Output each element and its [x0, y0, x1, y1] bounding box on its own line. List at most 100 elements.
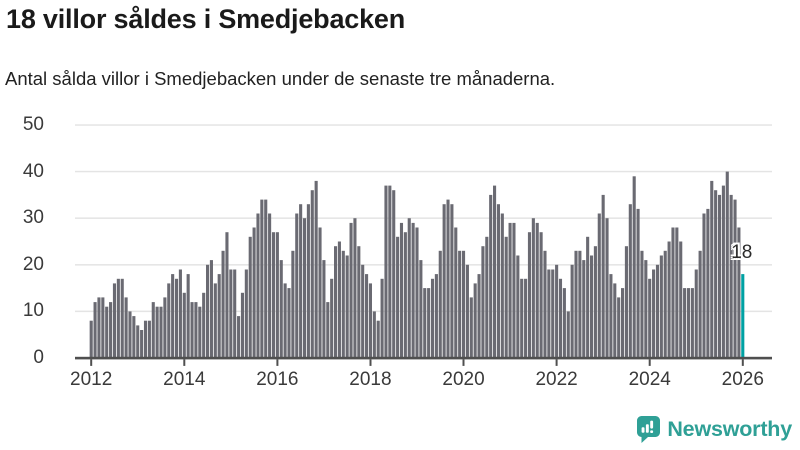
bar — [310, 190, 314, 358]
bar — [458, 250, 462, 358]
bar — [454, 227, 458, 358]
bar — [551, 269, 555, 358]
bar — [240, 292, 245, 358]
bar — [318, 227, 322, 358]
bar — [636, 208, 640, 358]
bar — [698, 250, 702, 358]
bar — [314, 180, 318, 358]
bar — [291, 250, 295, 358]
bar — [345, 255, 349, 358]
bar — [535, 222, 539, 358]
bar — [407, 218, 411, 358]
x-axis-label: 2026 — [721, 369, 764, 390]
bar — [493, 185, 497, 358]
gridline — [75, 124, 772, 126]
bar — [206, 264, 210, 358]
bar — [275, 232, 279, 358]
x-axis-label: 2022 — [535, 369, 578, 390]
bar — [473, 283, 477, 358]
bar — [694, 269, 698, 358]
bar — [380, 278, 384, 358]
logo-bar-tall — [646, 424, 650, 433]
bar — [430, 278, 435, 358]
bar — [644, 260, 648, 358]
newsworthy-wordmark: Newsworthy — [667, 417, 792, 441]
newsworthy-logo-icon — [637, 416, 661, 443]
bar — [174, 278, 179, 358]
bar — [260, 199, 264, 358]
bar — [167, 283, 171, 358]
bar — [388, 185, 392, 358]
bar — [729, 194, 733, 358]
bar — [667, 241, 671, 358]
bar — [570, 264, 574, 358]
bar — [233, 269, 237, 358]
bar — [593, 246, 597, 358]
bar — [244, 269, 248, 358]
bar — [733, 199, 737, 358]
bar — [171, 274, 175, 358]
bar — [655, 264, 660, 358]
bar — [465, 264, 469, 358]
bar — [182, 292, 186, 358]
bar — [640, 250, 644, 358]
bar — [302, 218, 307, 358]
highlight-bar — [741, 274, 745, 358]
bar — [659, 255, 663, 358]
bar — [349, 222, 353, 358]
bar — [361, 264, 365, 358]
bar — [601, 194, 605, 358]
x-tick — [555, 359, 558, 366]
bar — [508, 222, 512, 358]
bar — [524, 278, 528, 358]
bar — [516, 255, 520, 358]
bar — [287, 288, 291, 358]
bar — [461, 250, 466, 358]
bar — [330, 278, 334, 358]
bar — [710, 180, 714, 358]
bar — [714, 190, 718, 358]
bar — [671, 227, 675, 358]
bar — [147, 320, 151, 358]
bar — [469, 297, 473, 358]
bar — [648, 278, 652, 358]
bar — [268, 213, 272, 358]
bar — [481, 246, 485, 358]
bar — [341, 250, 345, 358]
bar — [628, 204, 632, 358]
bar — [446, 199, 450, 358]
bar — [500, 213, 504, 358]
bar — [178, 269, 182, 358]
bar — [217, 274, 221, 358]
gridline — [75, 170, 772, 173]
bar — [120, 278, 124, 358]
bar — [450, 204, 454, 358]
x-tick — [276, 359, 279, 366]
bar — [558, 278, 563, 358]
bar — [527, 232, 532, 358]
bar — [143, 320, 148, 358]
bar — [613, 283, 617, 358]
bar — [124, 297, 128, 358]
bar — [295, 213, 299, 358]
bar — [163, 297, 167, 358]
bar — [531, 218, 535, 358]
bar — [299, 204, 303, 358]
bar — [582, 260, 586, 358]
x-tick — [648, 359, 651, 366]
x-axis-label: 2020 — [442, 369, 485, 390]
x-axis-label: 2024 — [628, 369, 671, 390]
bar — [279, 260, 283, 358]
bar — [485, 236, 489, 358]
bar — [683, 288, 687, 358]
bar — [128, 311, 132, 358]
bar — [617, 297, 621, 358]
bar — [396, 236, 400, 358]
y-axis-label: 50 — [22, 114, 44, 135]
bar — [520, 278, 524, 358]
logo-exclamation-dot — [650, 430, 654, 433]
y-axis-label: 10 — [22, 300, 44, 322]
bar — [737, 227, 741, 358]
x-axis-line — [75, 356, 772, 360]
